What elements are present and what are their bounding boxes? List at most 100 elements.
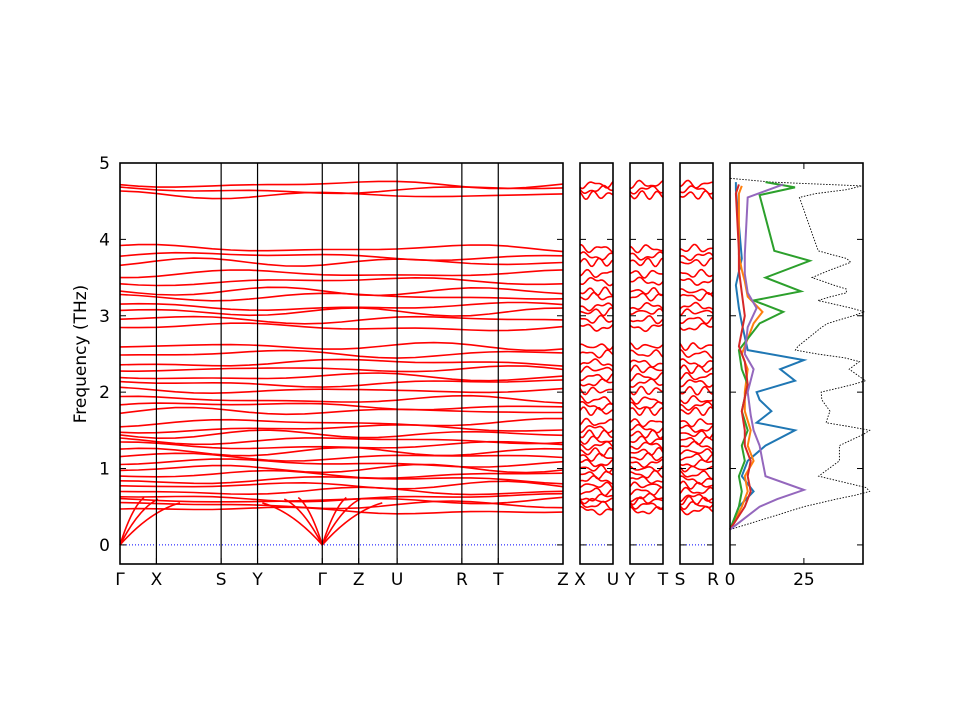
phonon-band <box>629 269 664 279</box>
phonon-band <box>629 446 664 456</box>
y-tick-label: 0 <box>99 536 110 556</box>
phonon-band <box>629 301 664 311</box>
y-tick-label: 5 <box>99 154 110 174</box>
phonon-band <box>119 406 563 416</box>
phonon-band <box>679 179 713 189</box>
phonon-band <box>119 190 564 200</box>
phonon-band <box>679 308 714 317</box>
phonon-band <box>579 406 614 417</box>
phonon-band <box>119 386 564 395</box>
x-tick-label: Y <box>251 570 263 590</box>
phonon-band <box>119 269 564 279</box>
phonon-band <box>119 349 564 359</box>
phonon-band <box>679 448 714 455</box>
phonon-band <box>629 292 664 302</box>
phonon-band <box>119 251 564 262</box>
phonon-band <box>629 185 664 195</box>
phonon-band <box>579 251 614 261</box>
partial-dos-line <box>729 182 808 530</box>
phonon-band <box>680 424 714 433</box>
phonon-band <box>579 458 614 468</box>
dos-panel: 0 25 <box>725 162 871 590</box>
phonon-band <box>629 378 664 388</box>
phonon-band <box>679 257 714 267</box>
phonon-band <box>579 181 614 190</box>
phonon-band <box>629 314 664 325</box>
y-tick-label: 1 <box>99 460 110 480</box>
phonon-band <box>629 452 664 462</box>
phonon-band <box>579 190 614 201</box>
phonon-band <box>579 378 614 387</box>
phonon-band <box>679 301 714 310</box>
phonon-band <box>579 487 614 497</box>
phonon-band <box>579 307 614 317</box>
phonon-band <box>579 493 614 502</box>
phonon-band <box>629 323 664 333</box>
phonon-band <box>679 470 714 480</box>
phonon-band <box>579 343 614 351</box>
acoustic-branch <box>321 498 361 546</box>
phonon-band <box>679 342 714 352</box>
partial-dos-line <box>729 184 752 531</box>
x-tick-label: U <box>607 570 619 590</box>
phonon-band <box>119 372 564 382</box>
phonon-band <box>629 364 664 374</box>
phonon-band <box>119 358 564 367</box>
phonon-band <box>579 323 614 332</box>
phonon-band <box>119 341 564 352</box>
phonon-band <box>679 288 714 296</box>
phonon-band <box>119 475 564 485</box>
phonon-band <box>629 276 664 286</box>
phonon-band <box>679 316 714 325</box>
phonon-band <box>679 251 714 262</box>
band-panel-1: Γ X S Y Γ Z U R T Z 0 1 2 3 4 5 <box>99 154 569 590</box>
phonon-band <box>579 302 614 312</box>
phonon-band <box>119 180 564 190</box>
phonon-band <box>679 406 714 417</box>
y-tick-label: 4 <box>99 230 110 250</box>
phonon-band <box>119 315 564 325</box>
total-dos-line <box>729 177 871 531</box>
phonon-band <box>679 379 714 388</box>
phonon-band <box>629 308 664 316</box>
phonon-band <box>629 286 664 297</box>
phonon-band <box>629 465 664 473</box>
phonon-band <box>579 446 614 457</box>
phonon-band <box>629 401 664 410</box>
phonon-band <box>119 506 564 515</box>
y-tick-label: 3 <box>99 307 110 327</box>
phonon-band <box>119 480 564 490</box>
phonon-band <box>119 379 564 388</box>
phonon-band <box>679 495 714 506</box>
x-tick-label: R <box>456 570 468 590</box>
phonon-band <box>679 394 714 405</box>
phonon-band <box>579 257 614 268</box>
phonon-band <box>119 365 564 373</box>
panel-frame <box>679 162 714 565</box>
phonon-band <box>580 244 614 254</box>
partial-dos-line <box>729 183 807 531</box>
phonon-band <box>119 402 564 411</box>
phonon-band <box>629 458 664 469</box>
x-tick-label: Z <box>557 570 569 590</box>
partial-dos-line <box>729 181 813 530</box>
phonon-band <box>629 179 664 190</box>
phonon-band <box>119 458 564 468</box>
phonon-band <box>580 506 614 516</box>
phonon-band <box>629 190 664 201</box>
phonon-band <box>629 441 664 450</box>
phonon-band <box>679 277 714 286</box>
phonon-band <box>629 475 664 485</box>
partial-dos-line <box>729 185 764 531</box>
phonon-band <box>679 364 714 375</box>
acoustic-branch <box>297 496 324 546</box>
phonon-band <box>579 358 614 367</box>
phonon-band <box>119 257 564 267</box>
dos-frame <box>729 162 864 565</box>
dos-x-tick-label: 25 <box>793 570 815 590</box>
phonon-band <box>119 437 564 446</box>
